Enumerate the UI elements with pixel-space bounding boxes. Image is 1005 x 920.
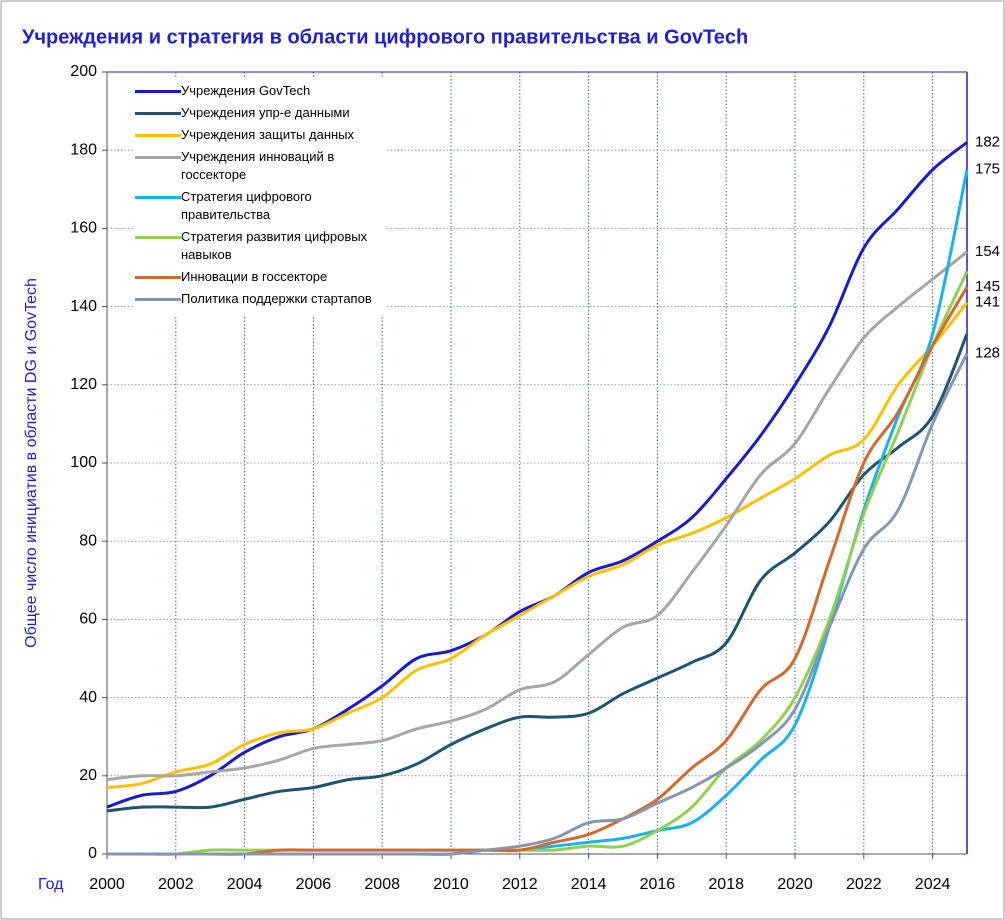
x-tick-label: 2014 (571, 876, 607, 893)
chart-title: Учреждения и стратегия в области цифрово… (22, 26, 748, 48)
x-tick-label: 2010 (433, 876, 469, 893)
y-tick-label: 40 (79, 689, 97, 706)
series-line (107, 352, 969, 856)
legend-item: Стратегия цифрового правительства (135, 188, 385, 224)
legend-label: Политика поддержки стартапов (181, 291, 372, 306)
legend-item: Политика поддержки стартапов (135, 290, 385, 308)
y-tick-label: 200 (70, 63, 97, 80)
series-line (106, 333, 969, 813)
x-tick-label: 2002 (158, 876, 194, 893)
legend: Учреждения GovTech Учреждения упр-е данны… (135, 78, 385, 316)
x-tick-label: 2004 (227, 876, 263, 893)
end-label: 175 (975, 161, 1000, 178)
y-tick-label: 0 (88, 845, 97, 862)
legend-swatch (135, 112, 181, 115)
y-tick-label: 160 (70, 220, 97, 237)
x-tick-label: 2022 (846, 876, 882, 893)
series-line (106, 301, 969, 790)
legend-label: Инновации в госсекторе (181, 269, 328, 284)
y-tick-label: 100 (70, 454, 97, 471)
y-axis-label: Общее число инициатив в области DG и Gov… (23, 278, 40, 648)
legend-swatch (135, 196, 181, 199)
legend-label: Стратегия развития цифровых навыков (181, 229, 368, 262)
end-label: 182 (975, 133, 1000, 150)
legend-swatch (135, 134, 181, 137)
x-tick-label: 2020 (777, 876, 813, 893)
series-line (107, 270, 969, 856)
legend-swatch (135, 236, 181, 239)
legend-swatch (135, 156, 181, 159)
x-tick-label: 2016 (640, 876, 676, 893)
legend-label: Учреждения GovTech (181, 83, 311, 98)
y-tick-label: 80 (79, 532, 97, 549)
end-label: 145 (975, 278, 1000, 295)
legend-label: Учреждения инноваций в госсекторе (181, 149, 335, 182)
x-tick-label: 2012 (502, 876, 538, 893)
end-label: 128 (975, 344, 1000, 361)
legend-label: Учреждения защиты данных (181, 127, 355, 142)
end-label: 154 (975, 243, 1000, 260)
x-tick-label: 2008 (364, 876, 400, 893)
legend-item: Стратегия развития цифровых навыков (135, 228, 385, 264)
y-tick-label: 120 (70, 376, 97, 393)
x-tick-label: 2000 (89, 876, 125, 893)
end-label: 141 (975, 294, 1000, 311)
legend-swatch (135, 276, 181, 279)
legend-item: Инновации в госсекторе (135, 268, 385, 286)
x-tick-label: 2018 (708, 876, 744, 893)
legend-item: Учреждения GovTech (135, 82, 385, 100)
y-tick-label: 60 (79, 611, 97, 628)
legend-swatch (135, 90, 181, 93)
x-tick-label: 2006 (296, 876, 332, 893)
legend-label: Стратегия цифрового правительства (181, 189, 312, 222)
legend-item: Учреждения упр-е данными (135, 104, 385, 122)
y-tick-label: 180 (70, 141, 97, 158)
legend-swatch (135, 298, 181, 301)
legend-label: Учреждения упр-е данными (181, 105, 350, 120)
y-tick-label: 20 (79, 767, 97, 784)
x-tick-label: 2024 (915, 876, 951, 893)
series-line (106, 250, 968, 782)
x-axis-label: Год (38, 876, 64, 893)
y-tick-label: 140 (70, 298, 97, 315)
legend-item: Учреждения инноваций в госсекторе (135, 148, 385, 184)
legend-item: Учреждения защиты данных (135, 126, 385, 144)
